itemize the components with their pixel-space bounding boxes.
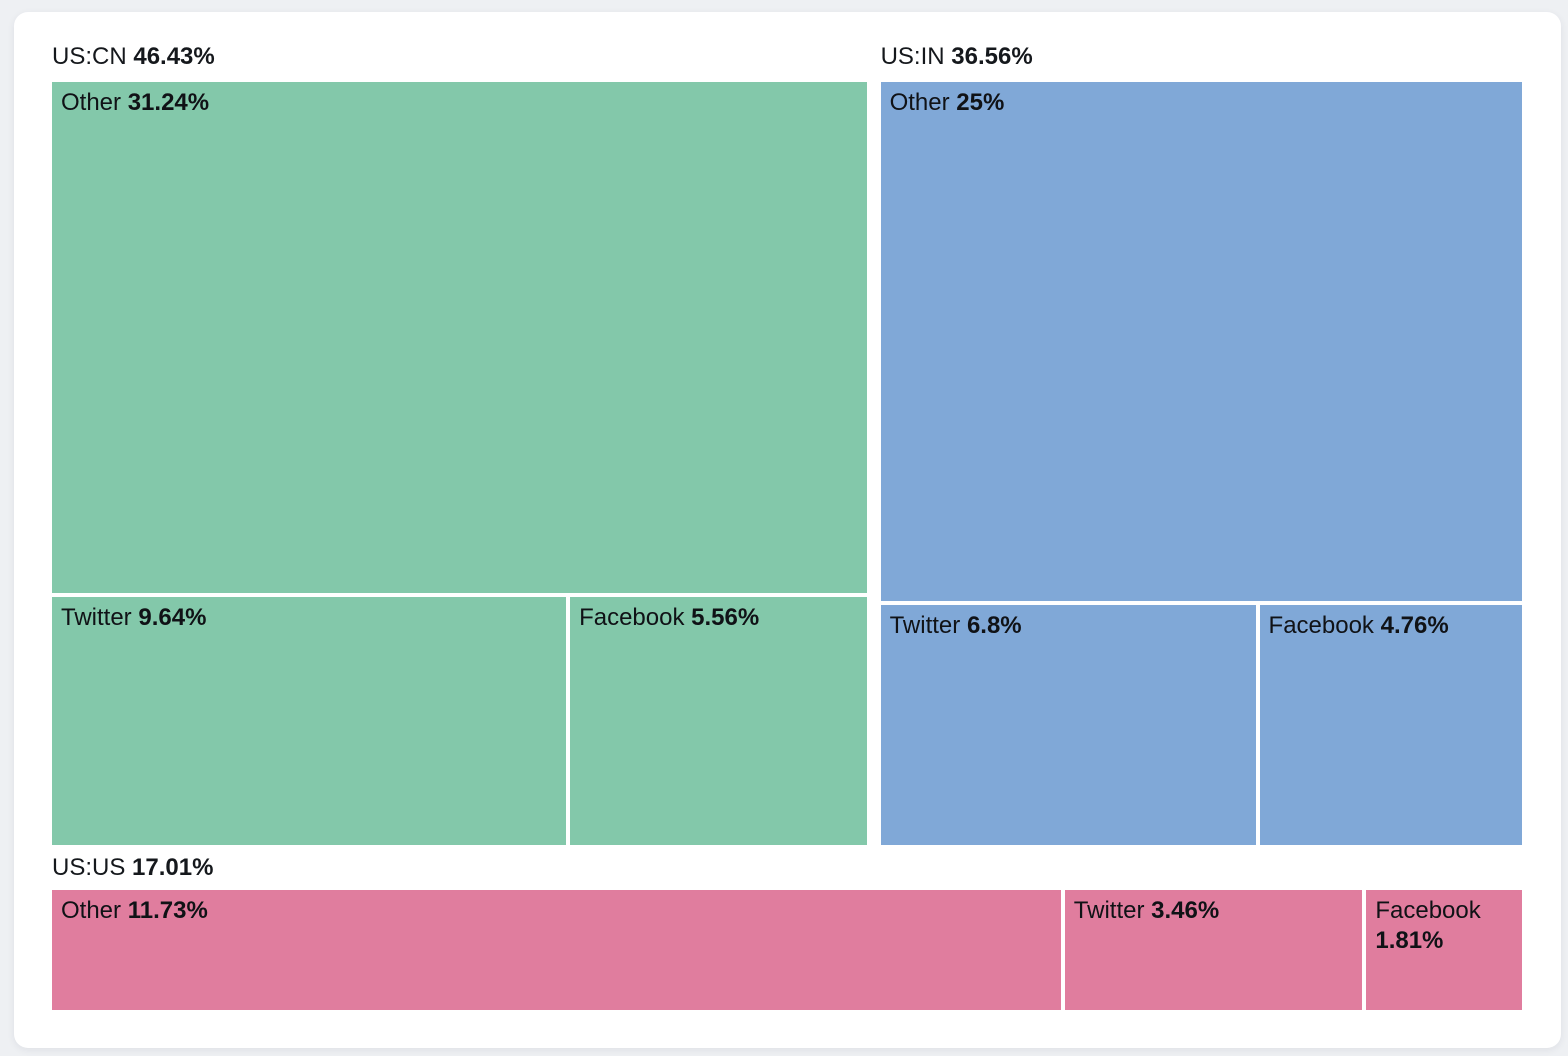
group-header-us-cn: US:CN 46.43% [52,34,867,82]
group-name: US:US [52,854,126,881]
group-percent: 46.43% [133,43,215,70]
tile-us-us-facebook[interactable]: Facebook 1.81% [1366,890,1522,1010]
group-name: US:IN [880,43,945,70]
group-header-us-us: US:US 17.01% [52,850,1522,890]
tile-us-us-other[interactable]: Other 11.73% [52,890,1061,1010]
tile-us-in-twitter[interactable]: Twitter 6.8% [880,605,1256,845]
group-tiles: Other 11.73% Twitter 3.46% Facebook 1.81… [52,890,1522,1010]
tile-percent: 5.56% [691,603,760,631]
tile-name: Facebook [579,603,685,631]
tile-name: Twitter [889,612,961,640]
tile-percent: 9.64% [138,603,207,631]
treemap-group-us-cn: US:CN 46.43% Other 31.24% Twitter 9.64% … [52,34,867,845]
group-bottom-tiles: Twitter 9.64% Facebook 5.56% [52,596,867,845]
treemap-top-row: US:CN 46.43% Other 31.24% Twitter 9.64% … [52,34,1522,845]
tile-name: Facebook [1268,612,1374,640]
tile-us-in-other[interactable]: Other 25% [880,82,1522,602]
tile-percent: 6.8% [966,612,1022,640]
tile-us-cn-facebook[interactable]: Facebook 5.56% [570,596,867,845]
group-percent: 17.01% [132,854,214,881]
tile-label: Facebook 5.56% [570,597,867,639]
tile-percent: 4.76% [1380,612,1449,640]
tile-name: Twitter [61,603,132,631]
tile-label: Facebook 4.76% [1260,605,1522,647]
tile-name: Other [61,897,122,924]
treemap-group-us-in: US:IN 36.56% Other 25% Twitter 6.8% Face… [880,34,1522,845]
group-tiles: Other 25% Twitter 6.8% Facebook 4.76% [880,82,1522,845]
group-name: US:CN [52,43,127,70]
tile-label: Twitter 9.64% [52,597,566,639]
tile-percent: 11.73% [127,897,208,924]
tile-percent: 31.24% [127,89,210,116]
tile-name: Facebook [1375,897,1481,924]
treemap-group-us-us: US:US 17.01% Other 11.73% Twitter 3.46% … [52,850,1522,1010]
tile-label: Twitter 6.8% [881,605,1256,647]
tile-percent: 1.81% [1375,927,1444,954]
group-tiles: Other 31.24% Twitter 9.64% Facebook 5.56… [52,82,867,845]
tile-label: Other 31.24% [52,82,867,124]
tile-us-in-facebook[interactable]: Facebook 4.76% [1259,605,1522,845]
group-header-us-in: US:IN 36.56% [881,34,1522,82]
tile-label: Other 25% [881,82,1522,124]
tile-label: Other 11.73% [52,890,1061,932]
tile-label: Facebook 1.81% [1366,890,1522,962]
tile-label: Twitter 3.46% [1065,890,1363,932]
tile-us-cn-twitter[interactable]: Twitter 9.64% [52,596,567,845]
tile-name: Twitter [1073,897,1145,924]
treemap-card: US:CN 46.43% Other 31.24% Twitter 9.64% … [14,12,1561,1048]
tile-us-us-twitter[interactable]: Twitter 3.46% [1064,890,1363,1010]
tile-percent: 3.46% [1151,897,1220,924]
tile-name: Other [61,89,122,116]
group-bottom-tiles: Twitter 6.8% Facebook 4.76% [880,605,1522,845]
tile-name: Other [889,89,950,116]
treemap-chart: US:CN 46.43% Other 31.24% Twitter 9.64% … [52,34,1522,1010]
tile-percent: 25% [956,89,1005,116]
group-percent: 36.56% [951,43,1033,70]
tile-us-cn-other[interactable]: Other 31.24% [52,82,867,593]
